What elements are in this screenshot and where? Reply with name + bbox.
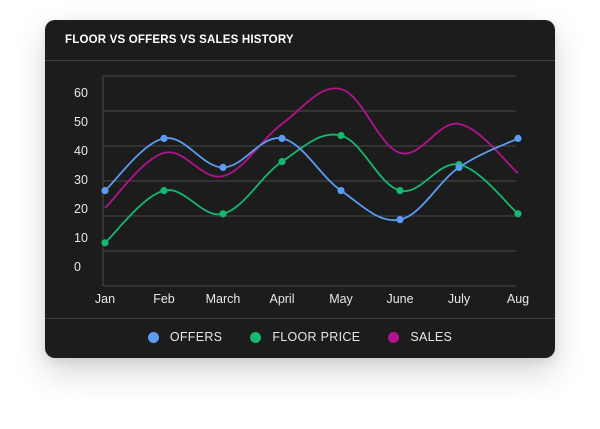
data-point-offers: [514, 134, 522, 142]
chart-card: FLOOR VS OFFERS VS SALES HISTORY 0 10 20 30…: [45, 20, 555, 358]
legend-dot: [250, 331, 262, 343]
data-point-floor-price: [278, 158, 286, 166]
line-chart: 0 10 20 30 40 50 60 Jan Feb March April May June Jul…: [74, 75, 529, 306]
data-point-floor-price: [396, 187, 404, 195]
legend-item-floor-price[interactable]: FLOOR PRICE: [250, 330, 360, 344]
data-point-offers: [101, 187, 109, 195]
x-tick-label: May: [329, 292, 353, 306]
x-tick-label: Jan: [95, 292, 115, 306]
y-tick-label: 30: [74, 173, 88, 187]
x-tick-label: April: [269, 292, 294, 306]
x-tick-label: June: [386, 292, 413, 306]
data-point-floor-price: [337, 131, 345, 140]
y-tick-label: 0: [74, 260, 81, 274]
series-points: [101, 131, 522, 247]
x-tick-label: Feb: [153, 292, 175, 306]
data-point-offers: [396, 216, 404, 224]
chart-title: FLOOR VS OFFERS VS SALES HISTORY: [65, 34, 294, 46]
chart-legend: OFFERS FLOOR PRICE SALES: [45, 326, 555, 348]
data-point-offers: [160, 134, 168, 142]
data-point-offers: [219, 163, 227, 171]
y-tick-label: 20: [74, 202, 88, 216]
series-line-offers: [104, 137, 519, 222]
y-tick-label: 10: [74, 231, 88, 245]
y-tick-label: 50: [74, 115, 88, 129]
legend-item-offers[interactable]: OFFERS: [147, 330, 223, 344]
grid-lines: [102, 75, 516, 287]
data-point-floor-price: [219, 210, 227, 218]
legend-label: OFFERS: [169, 330, 223, 344]
title-divider: [45, 60, 555, 61]
x-tick-label: Aug: [507, 292, 529, 306]
series-line-sales: [104, 87, 519, 209]
y-tick-label: 60: [74, 86, 88, 100]
x-axis-ticks: Jan Feb March April May June July Aug: [95, 292, 529, 306]
data-point-offers: [278, 134, 286, 142]
legend-divider: [45, 318, 555, 319]
legend-dot: [147, 331, 159, 343]
data-point-floor-price: [160, 187, 168, 195]
legend-label: FLOOR PRICE: [272, 330, 361, 344]
legend-label: SALES: [410, 330, 453, 344]
y-tick-label: 40: [74, 144, 88, 158]
data-point-floor-price: [101, 239, 109, 247]
series-line-floor-price: [104, 133, 519, 244]
y-axis-ticks: 0 10 20 30 40 50 60: [74, 86, 88, 274]
legend-dot: [388, 331, 400, 343]
data-point-offers: [337, 187, 345, 195]
legend-item-sales[interactable]: SALES: [388, 330, 452, 344]
x-tick-label: July: [448, 292, 471, 306]
data-point-offers: [455, 163, 463, 171]
data-point-floor-price: [514, 210, 522, 218]
x-tick-label: March: [206, 292, 241, 306]
